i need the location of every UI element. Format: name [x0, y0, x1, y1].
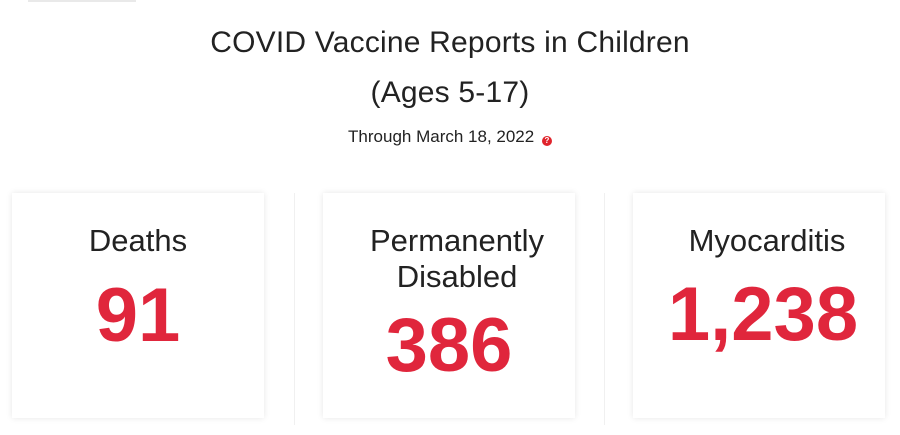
stat-value: 386 — [385, 303, 513, 388]
stat-label: Permanently Disabled — [369, 223, 545, 294]
column-divider — [604, 193, 605, 425]
stat-card-permanently-disabled: Permanently Disabled 386 — [323, 193, 575, 418]
stat-card-deaths: Deaths 91 — [12, 193, 264, 418]
stat-label: Myocarditis — [688, 223, 846, 258]
top-divider — [28, 0, 136, 2]
info-icon[interactable]: ? — [541, 136, 552, 146]
stat-value: 91 — [95, 273, 181, 358]
date-subtitle-text: Through March 18, 2022 — [348, 127, 535, 146]
page-title-age-range: (Ages 5-17) — [370, 76, 530, 109]
column-divider — [294, 193, 295, 425]
stat-value: 1,238 — [667, 272, 859, 357]
date-subtitle: Through March 18, 2022 ? — [0, 127, 900, 147]
stat-card-myocarditis: Myocarditis 1,238 — [633, 193, 885, 418]
page-title: COVID Vaccine Reports in Children — [210, 26, 690, 59]
stat-label: Deaths — [88, 223, 188, 258]
